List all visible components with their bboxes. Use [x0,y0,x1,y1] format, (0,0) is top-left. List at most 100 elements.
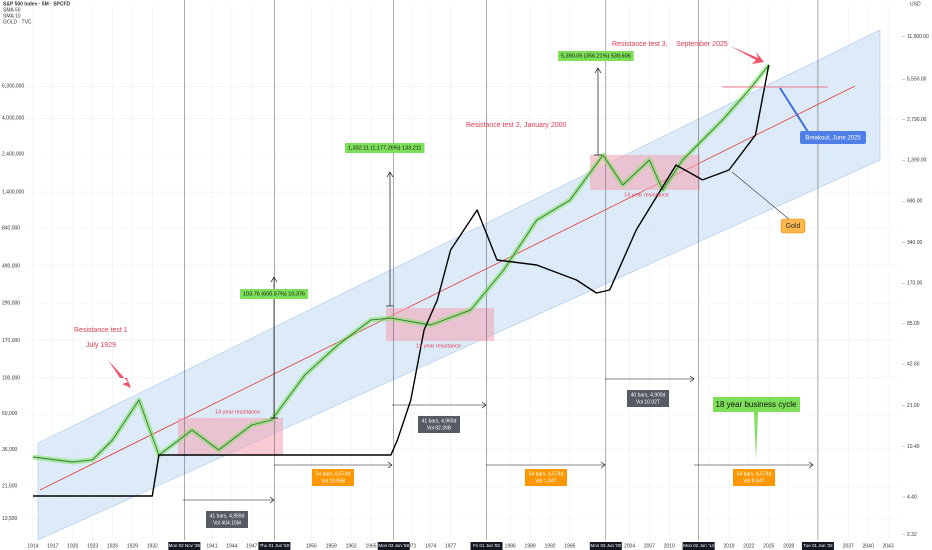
x-tick-label: 1992 [544,543,555,549]
range-label: 54 bars, 6,574d [529,471,564,477]
callout-box [800,131,866,144]
annotation: September 2025 [676,41,728,48]
callout: Breakout, June 2025 [805,136,861,142]
measure-head [386,171,394,178]
range-label: Vol 82.39B [427,425,452,431]
x-tick-label: 1920 [67,543,78,549]
y-tick-label: 1,400,000 [2,190,24,196]
marker-label: Thu 01 Jun '50 [260,543,290,548]
range-box [206,511,248,528]
range-label: Vol 18.95B [321,478,346,484]
trend-line [39,85,856,491]
y-tick-label: 490,000 [2,263,20,269]
y2-tick-label: 11,500.00 [907,34,929,40]
y2-tick-label: 340.00 [907,240,923,246]
y-tick-label: 60,000 [2,411,18,417]
legend-indicator: SMA 50 [3,7,21,13]
y2-tick-label: 170.00 [907,281,923,287]
y2-tick-label: 1,390.00 [907,158,927,164]
x-tick-label: 1914 [27,543,38,549]
y-tick-label: 6,300,000 [2,84,24,90]
series-line [33,64,770,497]
y-tick-label: 13,500 [2,516,18,522]
marker-label-bg [168,542,201,550]
range-box [627,390,669,407]
x-tick-label: 2010 [664,543,675,549]
range-head [600,461,606,469]
marker-label-bg [377,542,410,550]
marker-label-bg [470,542,503,550]
x-tick-label: 2007 [644,543,655,549]
y-tick-label: 840,000 [2,225,20,231]
x-tick-label: 2043 [883,543,894,549]
range-label: Vol 404.15M [213,520,241,526]
gain-label: 103.76 (600.57%) 10,376 [243,291,305,297]
x-tick-label: 2040 [863,543,874,549]
legend-title: S&P 500 Index · 5M · SPCFD [3,1,71,7]
y-tick-label: 290,000 [2,300,20,306]
annotation-arrow [108,360,131,388]
cycle-box [713,397,800,412]
gain-box [345,143,425,153]
x-tick-label: 2025 [763,543,774,549]
x-tick-label: 1917 [47,543,58,549]
x-tick-label: 2022 [743,543,754,549]
annotation: Resistance test 2, [466,122,522,129]
x-tick-label: 1929 [127,543,138,549]
x-tick-label: 1986 [505,543,516,549]
range-label: Vol 8.64T [743,478,764,484]
legend-indicator: SMA 10 [3,13,21,19]
y2-tick-label: 5,550.00 [907,77,927,83]
x-tick-label: 1923 [87,543,98,549]
x-tick-label: 1971 [405,543,416,549]
range-box [525,469,567,486]
y2-tick-label: 2.32 [907,532,917,538]
x-tick-label: 1977 [445,543,456,549]
y-tick-label: 4,000,000 [2,116,24,122]
gain-label: 1,332.11 (1,177.26%) 133,211 [348,145,422,151]
marker-label-bg [801,542,834,550]
annotation: Resistance test 3, [612,41,668,48]
gold-pointer [731,171,791,221]
x-tick-label: 1965 [365,543,376,549]
range-label: Vol 1.34T [535,478,556,484]
series-line [32,64,770,463]
measure-head [270,276,278,283]
x-tick-label: 2037 [843,543,854,549]
legend-series: GOLD · TVC [3,19,32,25]
x-tick-label: 1962 [346,543,357,549]
x-tick-label: 2028 [783,543,794,549]
annotation-arrow [730,46,764,64]
range-head [689,375,695,383]
marker-label-bg [589,542,622,550]
range-label: 41 bars, 4,959d [210,513,245,519]
callout-box [780,218,806,234]
resistance-zone [178,418,283,455]
callout: Gold [786,223,801,230]
x-tick-label: 1926 [107,543,118,549]
y-tick-label: 100,000 [2,375,20,381]
range-head [481,401,487,409]
x-tick-label: 2004 [624,543,635,549]
range-label: 41 bars, 4,960d [422,418,457,424]
range-box [312,469,354,486]
zone-label: 14 year resistance [624,192,669,198]
range-label: 54 bars, 6,574d [316,471,351,477]
measure-head [594,67,602,74]
y2-tick-label: 42.60 [907,362,920,368]
annotation: July 1929 [86,342,116,349]
y2-tick-label: 21.00 [907,403,920,409]
range-box [418,416,460,433]
x-tick-label: 2019 [723,543,734,549]
marker-label: Mon 02 Jun '14 [683,543,714,548]
gain-box [558,51,634,61]
x-tick-label: 1944 [226,543,237,549]
marker-label: Mon 03 Jun '00 [590,543,621,548]
zone-label: 14 year resistance [416,343,461,349]
x-tick-label: 1974 [425,543,436,549]
annotation: Resistance test 1 [74,327,128,334]
marker-label-bg [258,542,291,550]
y2-tick-label: 85.00 [907,321,920,327]
y2-tick-label: 10.40 [907,444,920,450]
